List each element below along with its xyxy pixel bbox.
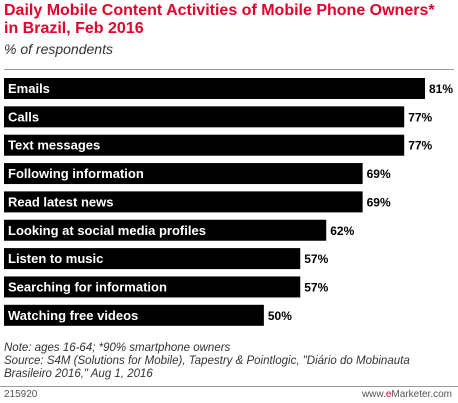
chart-title: Daily Mobile Content Activities of Mobil… (4, 2, 435, 37)
value-label: 69% (367, 195, 391, 209)
value-label: 77% (408, 139, 432, 153)
bar-calls (4, 106, 405, 128)
bar-label: Watching free videos (8, 308, 138, 323)
value-label: 57% (304, 280, 328, 294)
bar-label: Listen to music (8, 251, 103, 266)
site-prefix: www. (361, 389, 386, 400)
site-brand-rest: Marketer (391, 389, 431, 400)
site-brand-e: e (385, 389, 392, 400)
bar-label: Emails (8, 81, 50, 96)
bar-label: Looking at social media profiles (8, 223, 206, 238)
top-divider (4, 69, 454, 70)
bar-watching-free-videos (4, 304, 264, 326)
chart-notes: Note: ages 16-64; *90% smartphone owners… (4, 342, 444, 381)
bar-emails (4, 78, 425, 99)
bar-following-information (4, 163, 363, 185)
bar-text-messages (4, 134, 405, 156)
site-credit[interactable]: www.eMarketer.com (362, 389, 452, 400)
value-label: 69% (367, 167, 391, 181)
bar-read-latest-news (4, 191, 363, 213)
source-text: Source: S4M (Solutions for Mobile), Tape… (4, 355, 410, 380)
value-label: 77% (408, 110, 432, 124)
bar-label: Text messages (8, 138, 100, 153)
site-suffix: .com (430, 389, 452, 400)
value-label: 57% (304, 252, 328, 266)
bar-label: Searching for information (8, 279, 167, 294)
value-label: 62% (330, 224, 354, 238)
bar-listen-to-music (4, 248, 301, 270)
bottom-divider (0, 386, 458, 387)
chart-id: 215920 (4, 389, 38, 400)
bar-label: Read latest news (8, 194, 114, 209)
value-label: 81% (429, 82, 453, 96)
bar-label: Following information (8, 166, 144, 181)
chart-subtitle: % of respondents (4, 41, 113, 57)
bar-chart: Emails 81% Calls 77% Text messages 77% Followi… (4, 78, 453, 326)
bar-looking-at-social-media-profiles (4, 219, 327, 241)
value-label: 50% (268, 309, 292, 323)
bar-searching-for-information (4, 276, 301, 298)
bar-label: Calls (8, 109, 39, 124)
note-text: Note: ages 16-64; *90% smartphone owners (4, 342, 231, 354)
